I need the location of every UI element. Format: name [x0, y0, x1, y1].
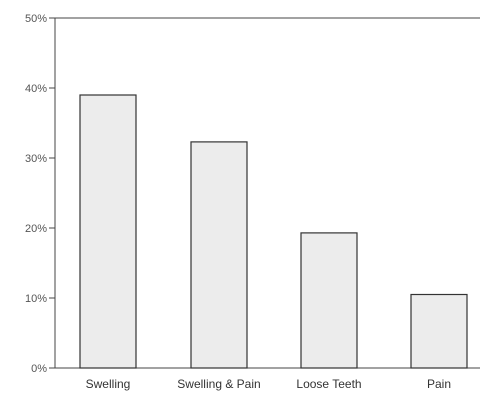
y-axis: 0% 10% 20% 30% 40% 50%	[25, 13, 56, 375]
y-tick-label: 30%	[25, 153, 47, 165]
x-tick-label: Loose Teeth	[296, 377, 361, 391]
y-tick-label: 20%	[25, 223, 47, 235]
bars	[79, 94, 468, 369]
y-tick-label: 40%	[25, 83, 47, 95]
y-tick-label: 10%	[25, 293, 47, 305]
bar-pain	[410, 293, 468, 369]
y-tick-label: 0%	[31, 363, 47, 375]
x-tick-label: Swelling & Pain	[177, 377, 260, 391]
x-tick-label: Pain	[427, 377, 451, 391]
bar-loose-teeth	[300, 232, 358, 369]
bar-swelling	[79, 94, 137, 369]
y-tick-label: 50%	[25, 13, 47, 25]
x-axis-labels: Swelling Swelling & Pain Loose Teeth Pain	[86, 377, 451, 391]
bar-swelling-pain	[190, 141, 248, 369]
x-tick-label: Swelling	[86, 377, 131, 391]
